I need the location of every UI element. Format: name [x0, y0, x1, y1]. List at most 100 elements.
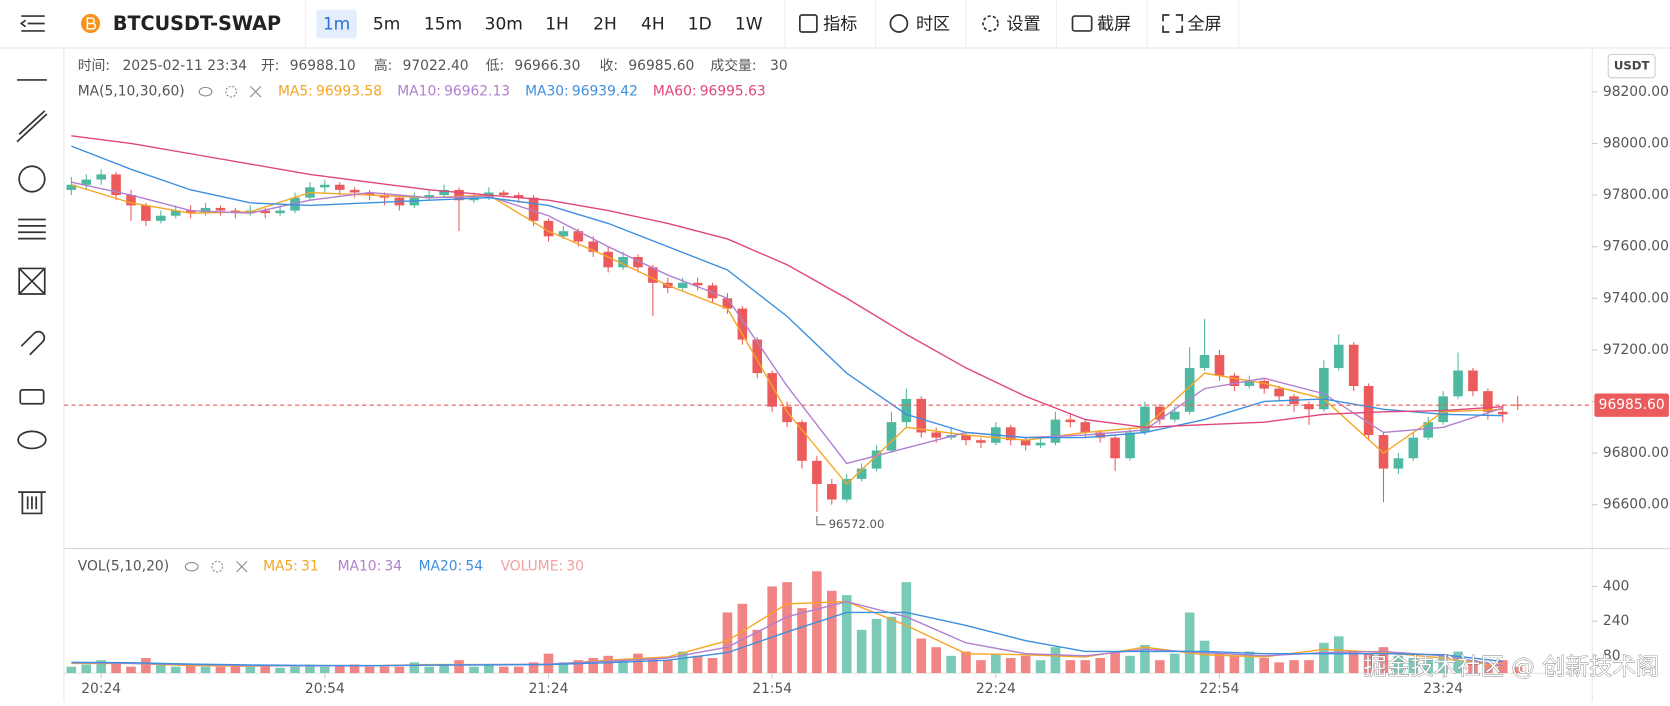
legend-value: 31: [301, 559, 319, 575]
volume-bar: [886, 616, 897, 674]
volume-bar: [111, 662, 121, 674]
y-tick-label: 97200.00: [1603, 342, 1669, 358]
candle-body: [528, 197, 539, 221]
candle-body: [1333, 344, 1344, 368]
volume-bar: [1453, 651, 1463, 674]
last-price-tag: [1594, 393, 1669, 417]
interval-button[interactable]: 1D: [688, 15, 712, 35]
info-value: 96988.10: [290, 58, 356, 74]
y-tick-label: 96600.00: [1603, 497, 1669, 513]
interval-button[interactable]: 1m: [323, 15, 350, 35]
ma-line: [71, 135, 1503, 428]
candle-body: [215, 207, 226, 211]
lock-tool[interactable]: [19, 389, 45, 405]
volume-bar: [1020, 655, 1031, 674]
settings-icon[interactable]: [225, 85, 237, 98]
hide-icon[interactable]: [198, 86, 213, 97]
volume-bar: [1095, 658, 1105, 674]
volume-bar: [409, 662, 420, 674]
interval-button[interactable]: 1H: [545, 15, 569, 35]
watermark: 掘金技术社区 @ 创新技术阁: [1363, 652, 1659, 680]
tool-button[interactable]: 指标: [823, 15, 857, 35]
candle-body: [1423, 422, 1434, 438]
hide-icon[interactable]: [184, 561, 199, 572]
volume-bar: [1512, 666, 1523, 674]
unit-label: USDT: [1614, 59, 1650, 73]
candle-body: [588, 241, 599, 252]
candle-body: [260, 210, 270, 214]
circle-tool[interactable]: [18, 165, 46, 193]
volume-bar: [454, 660, 464, 674]
volume-bar: [498, 666, 509, 674]
volume-bar: [618, 660, 628, 674]
info-value: 96985.60: [628, 58, 694, 74]
candle-body: [1169, 411, 1180, 420]
volume-bar: [901, 582, 912, 674]
candle-body: [1140, 406, 1150, 433]
legend-name: MA10:: [338, 559, 382, 575]
interval-button[interactable]: 4H: [641, 15, 665, 35]
tool-button[interactable]: 全屏: [1188, 15, 1222, 35]
candle-body: [618, 256, 628, 268]
info-label: 高:: [374, 57, 393, 74]
candle-body: [275, 210, 285, 214]
low-marker: [816, 516, 826, 526]
volume-bar: [782, 582, 792, 674]
tool-button[interactable]: 设置: [1006, 15, 1040, 35]
symbol[interactable]: BTCUSDT-SWAP: [80, 12, 281, 35]
volume-bar: [1348, 651, 1359, 674]
symbol-name: BTCUSDT-SWAP: [113, 12, 281, 35]
close-icon[interactable]: [236, 560, 248, 573]
info-value: 2025-02-11 23:34: [122, 58, 247, 74]
volume-bar: [1319, 642, 1329, 674]
y-tick-label: 96800.00: [1603, 445, 1669, 461]
volume-bar: [797, 608, 807, 674]
volume-bar: [1080, 660, 1091, 674]
volume-bar: [1497, 660, 1508, 674]
legend-item: MA5: 96993.58: [278, 84, 382, 100]
volume-bar: [767, 586, 777, 674]
settings-icon[interactable]: [211, 560, 224, 573]
candle-body: [1065, 419, 1076, 423]
candle-body: [424, 195, 435, 198]
volume-bar: [916, 638, 927, 674]
delete-tool[interactable]: [18, 491, 46, 515]
menu-button[interactable]: [19, 15, 45, 32]
fullscreen-icon: [1162, 14, 1184, 33]
close-icon[interactable]: [249, 85, 262, 98]
candle-body: [156, 215, 166, 221]
volume-bar: [961, 651, 971, 674]
candle-body: [1095, 432, 1105, 438]
candle-body: [871, 450, 882, 469]
volume-bar: [349, 664, 360, 674]
legend-name: MA20:: [419, 559, 463, 575]
interval-button[interactable]: 5m: [373, 15, 400, 35]
legend-value: 96939.42: [572, 84, 638, 100]
btc-glyph: [86, 17, 97, 30]
candle-body: [1244, 380, 1255, 387]
volume-bar: [588, 658, 599, 674]
tool-button[interactable]: 截屏: [1097, 15, 1131, 35]
volume-bar: [1184, 612, 1195, 674]
trend-tool[interactable]: [16, 110, 48, 143]
candle-body: [1035, 442, 1046, 446]
volume-bar: [126, 666, 136, 674]
interval-button[interactable]: 2H: [593, 15, 617, 35]
fib-tool[interactable]: [18, 218, 46, 240]
pattern-tool[interactable]: [18, 267, 46, 295]
interval-button[interactable]: 1W: [735, 15, 763, 35]
magnet-tool[interactable]: [20, 330, 46, 356]
interval-button[interactable]: 15m: [424, 15, 462, 35]
tool-button[interactable]: 时区: [916, 15, 950, 35]
candle-body: [901, 398, 912, 423]
volume-bar: [484, 664, 494, 674]
info-value: 96966.30: [514, 58, 580, 74]
volume-bar: [662, 660, 673, 674]
x-tick-label: 21:54: [752, 681, 792, 697]
volume-bar: [633, 653, 643, 674]
interval-button[interactable]: 30m: [485, 15, 523, 35]
volume-bar: [275, 667, 285, 674]
volume-bar: [1274, 662, 1284, 674]
visibility-tool[interactable]: [17, 430, 47, 450]
